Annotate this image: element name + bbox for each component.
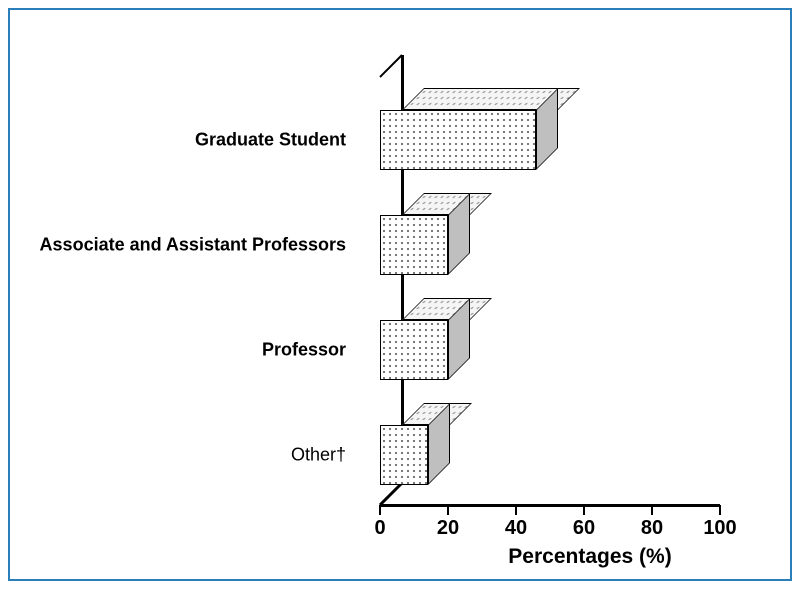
bar-front-face xyxy=(380,320,448,380)
bar xyxy=(380,320,470,402)
bar xyxy=(380,215,470,297)
category-label: Associate and Assistant Professors xyxy=(40,235,346,256)
category-label: Graduate Student xyxy=(195,130,346,151)
bar xyxy=(380,110,558,192)
x-tick-label: 40 xyxy=(505,517,527,540)
bar-front-face xyxy=(380,215,448,275)
x-tick-label: 100 xyxy=(703,517,736,540)
bar-front-face xyxy=(380,425,428,485)
x-tick-label: 80 xyxy=(641,517,663,540)
x-tick xyxy=(719,505,721,515)
x-tick xyxy=(651,505,653,515)
bar xyxy=(380,425,450,507)
x-tick-label: 60 xyxy=(573,517,595,540)
x-tick-label: 0 xyxy=(374,517,385,540)
x-axis-label: Percentages (%) xyxy=(508,545,671,569)
x-tick xyxy=(515,505,517,515)
chart-frame: 0 20 40 60 80 100 Percentages (%) Graduate Stud… xyxy=(8,8,792,581)
bar-front-face xyxy=(380,110,536,170)
bar-chart: 0 20 40 60 80 100 Percentages (%) Graduate Stud… xyxy=(10,10,790,579)
category-label: Professor xyxy=(262,340,346,361)
x-tick xyxy=(583,505,585,515)
x-tick-label: 20 xyxy=(437,517,459,540)
axis-depth-edge xyxy=(10,10,800,599)
category-label: Other† xyxy=(291,445,346,466)
